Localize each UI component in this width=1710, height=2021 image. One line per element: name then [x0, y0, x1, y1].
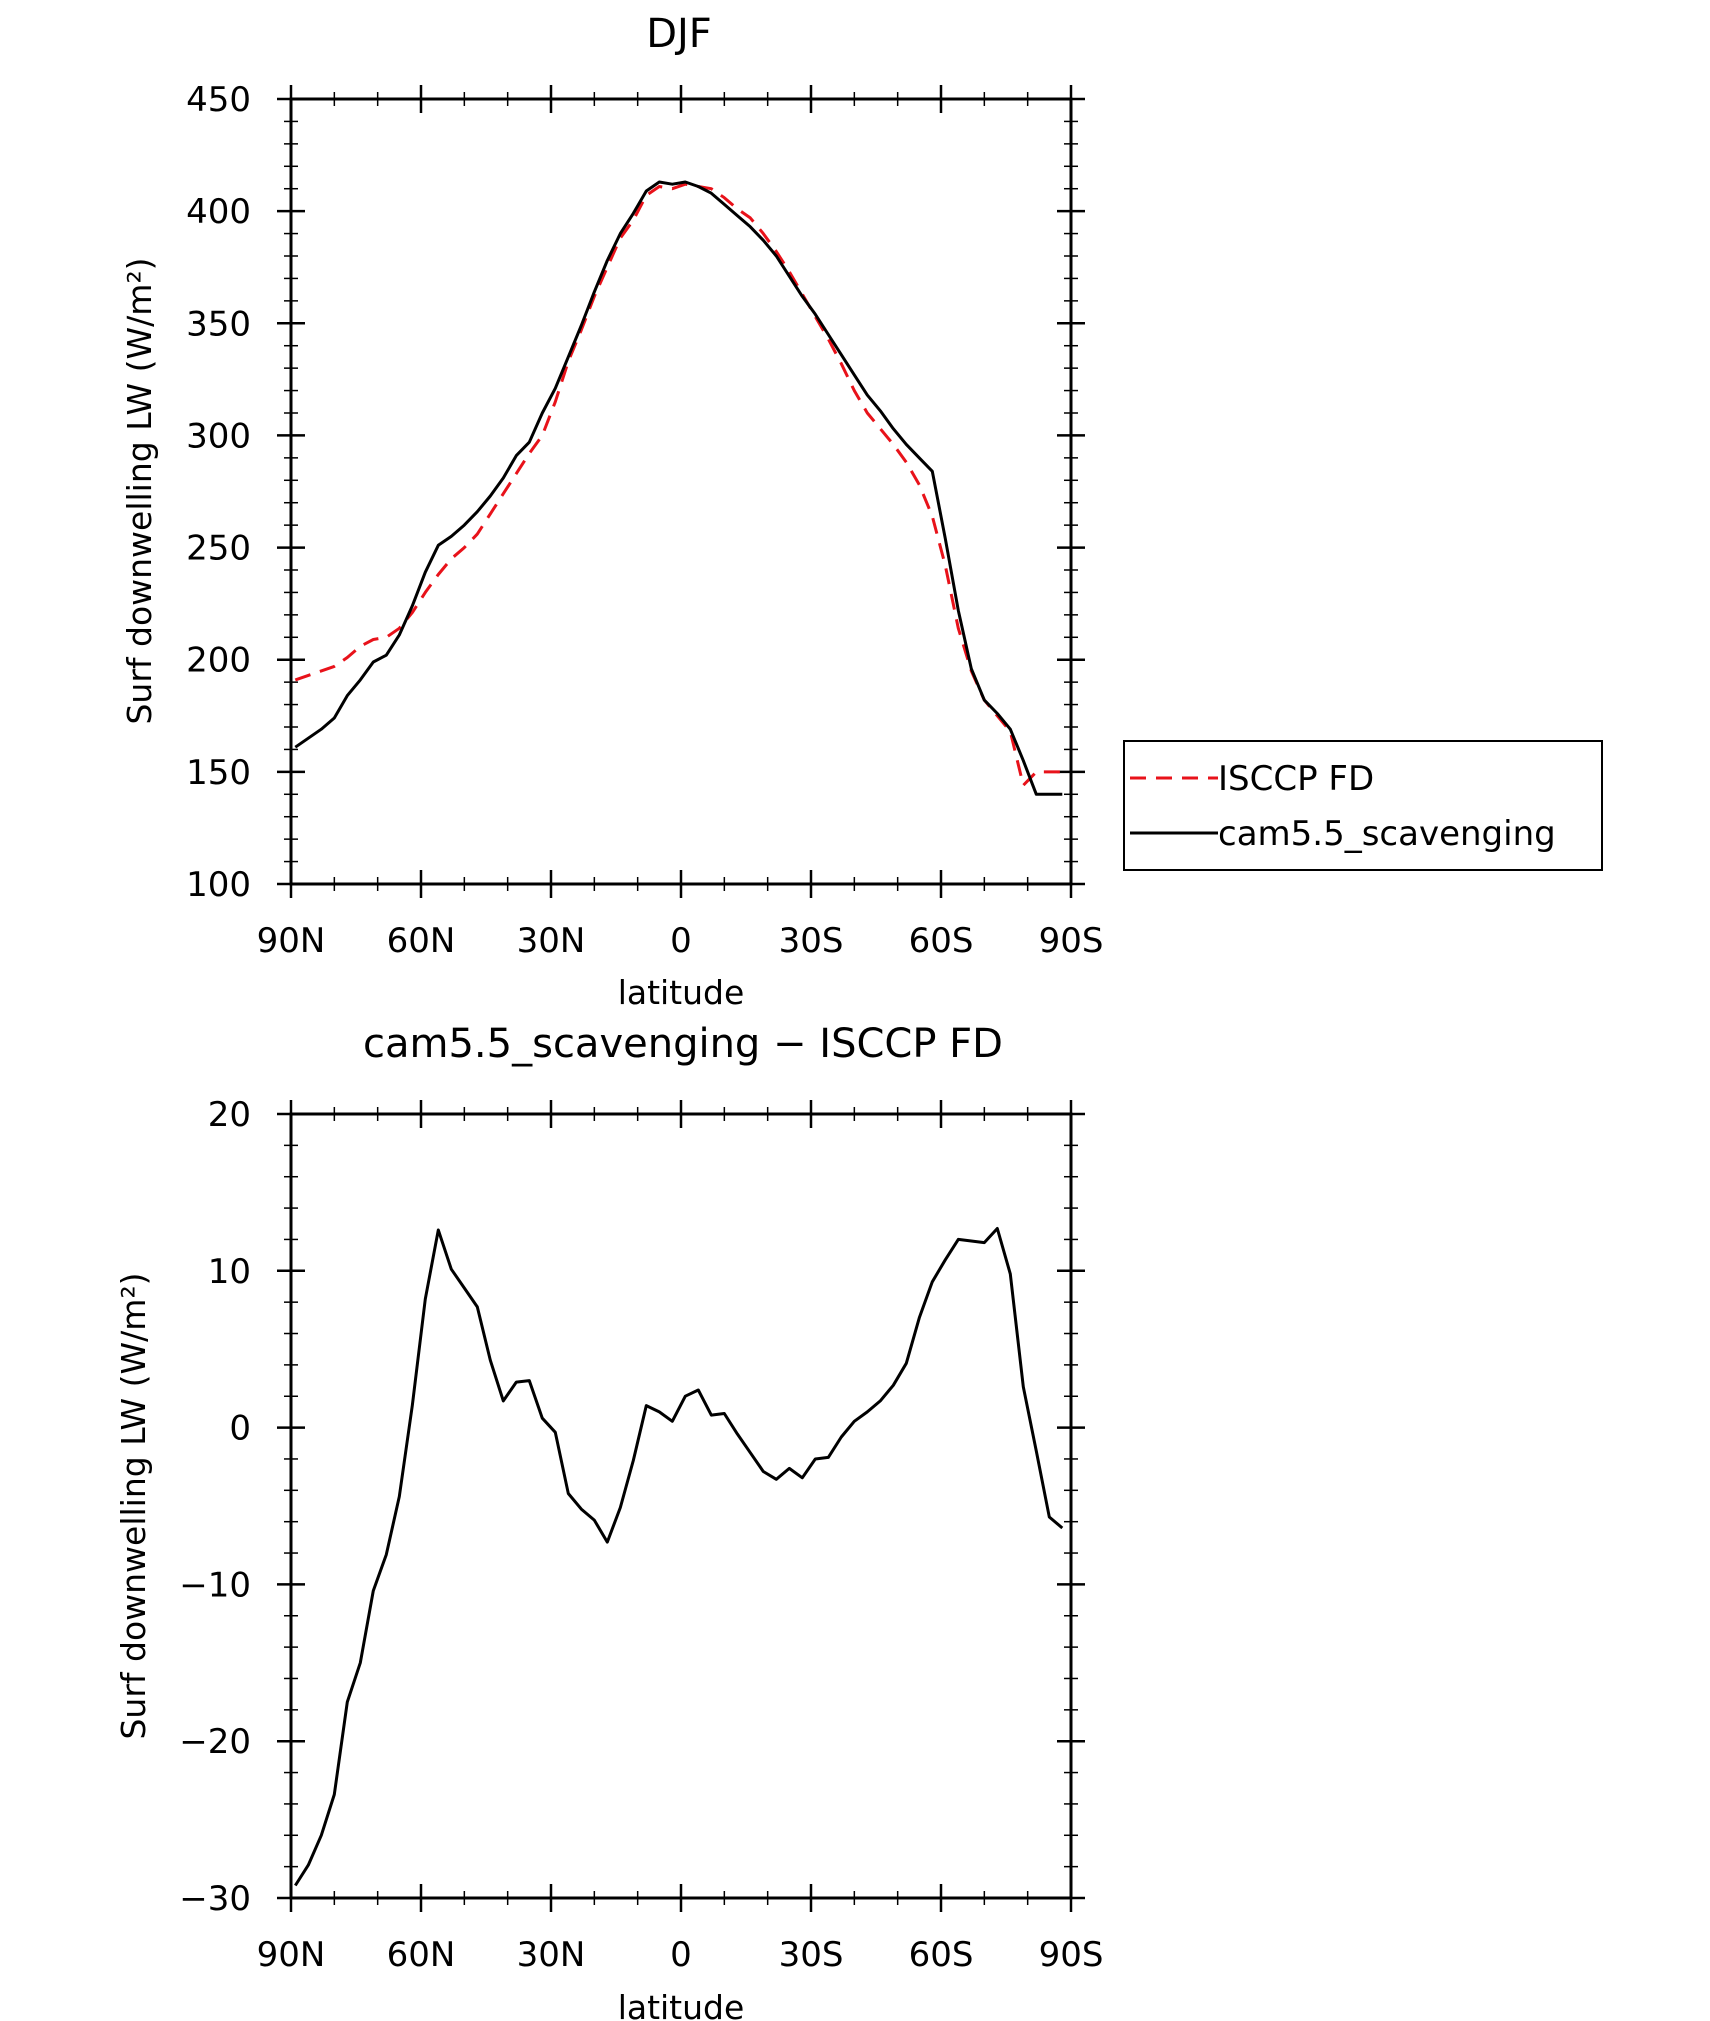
- x-tick-label: 60N: [387, 1935, 456, 1975]
- top-y-axis-label: Surf downwelling LW (W/m²): [120, 257, 159, 724]
- y-tick-label: 250: [186, 529, 251, 569]
- legend: ISCCP FD cam5.5_scavenging: [1123, 740, 1603, 871]
- y-tick-label: 100: [186, 865, 251, 905]
- x-tick-label: 30S: [779, 1935, 844, 1975]
- y-tick-label: −20: [179, 1722, 251, 1762]
- x-tick-label: 60N: [387, 921, 456, 961]
- x-tick-label: 30S: [779, 921, 844, 961]
- y-tick-label: 450: [186, 80, 251, 120]
- y-tick-label: 20: [208, 1095, 251, 1135]
- x-tick-label: 90N: [257, 1935, 326, 1975]
- bottom-y-tick-labels: −30 −20 −10 0 10 20: [179, 1095, 251, 1919]
- x-tick-label: 0: [670, 1935, 692, 1975]
- x-tick-label: 90S: [1039, 921, 1104, 961]
- y-tick-label: 400: [186, 192, 251, 232]
- top-axis-ticks: [277, 85, 1085, 898]
- bottom-panel: cam5.5_scavenging − ISCCP FD −30 −20 −10 0 1…: [114, 1021, 1103, 2021]
- bottom-x-tick-labels: 90N 60N 30N 0 30S 60S 90S: [257, 1935, 1104, 1975]
- legend-label-isccp: ISCCP FD: [1218, 759, 1374, 799]
- series-line-isccp-fd: [294, 182, 1063, 787]
- top-x-tick-labels: 90N 60N 30N 0 30S 60S 90S: [257, 921, 1104, 961]
- legend-label-cam: cam5.5_scavenging: [1218, 814, 1556, 854]
- y-tick-label: 10: [208, 1252, 251, 1292]
- bottom-axis-ticks: [277, 1100, 1085, 1912]
- legend-box: [1123, 740, 1603, 871]
- top-plot-frame: [289, 97, 1073, 886]
- y-tick-label: 150: [186, 753, 251, 793]
- difference-line: [294, 1227, 1064, 1887]
- bottom-x-axis-label: latitude: [618, 1988, 745, 2021]
- bottom-series-group: [294, 1227, 1064, 1887]
- x-tick-label: 30N: [517, 1935, 586, 1975]
- x-tick-label: 90S: [1039, 1935, 1104, 1975]
- top-series-group: [294, 180, 1063, 796]
- y-tick-label: −10: [179, 1565, 251, 1605]
- top-chart-title: DJF: [646, 11, 712, 57]
- x-tick-label: 60S: [909, 921, 974, 961]
- y-tick-label: 200: [186, 641, 251, 681]
- x-tick-label: 30N: [517, 921, 586, 961]
- x-tick-label: 0: [670, 921, 692, 961]
- y-tick-label: 0: [229, 1409, 251, 1449]
- bottom-y-axis-label: Surf downwelling LW (W/m²): [114, 1272, 153, 1739]
- top-panel: DJF 100 150 200 250 300 350 400 450 90N 60N 30N 0 3…: [120, 11, 1103, 1012]
- top-x-axis-label: latitude: [618, 973, 745, 1012]
- top-y-tick-labels: 100 150 200 250 300 350 400 450: [186, 80, 251, 905]
- series-line-cam5-5-scavenging: [294, 180, 1063, 796]
- y-tick-label: 300: [186, 416, 251, 456]
- x-tick-label: 90N: [257, 921, 326, 961]
- x-tick-label: 60S: [909, 1935, 974, 1975]
- bottom-plot-frame: [289, 1112, 1073, 1900]
- bottom-chart-title: cam5.5_scavenging − ISCCP FD: [363, 1021, 1003, 1067]
- y-tick-label: −30: [179, 1879, 251, 1919]
- y-tick-label: 350: [186, 304, 251, 344]
